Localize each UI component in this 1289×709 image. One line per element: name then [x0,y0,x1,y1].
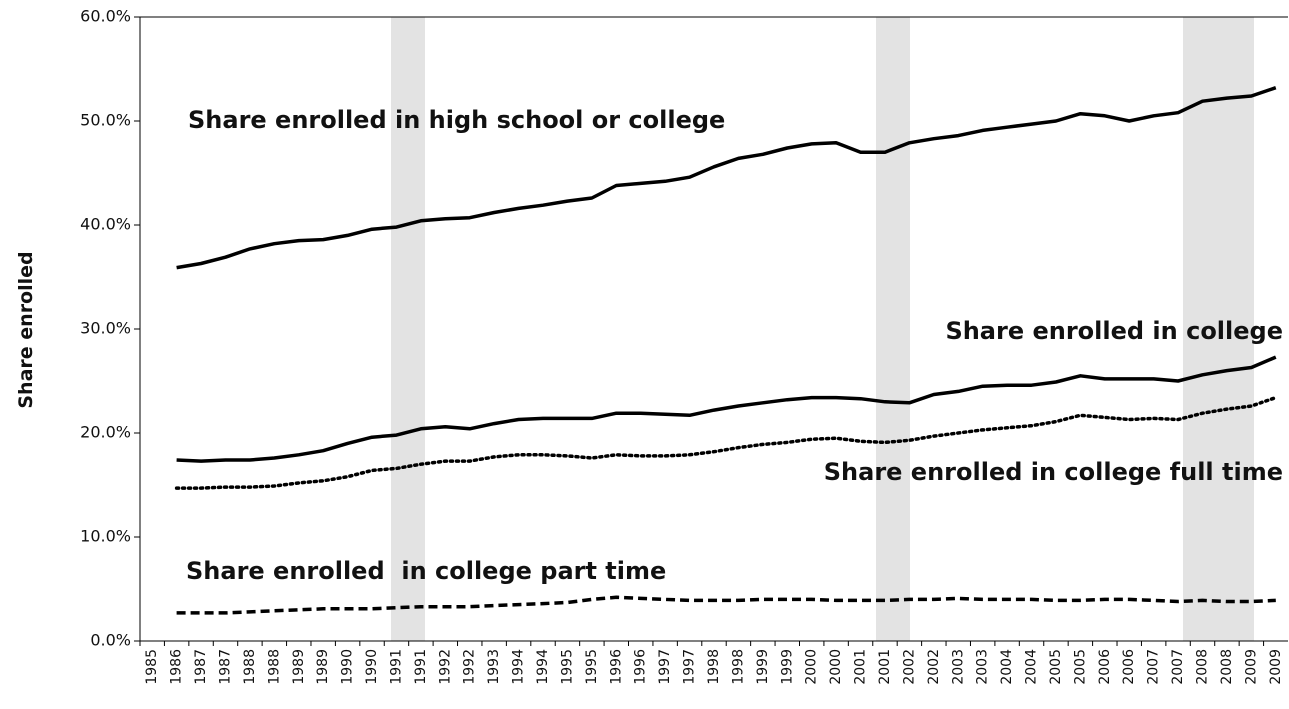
x-tick-label: 2007 [1146,649,1162,685]
series-label: Share enrolled in college full time [824,458,1283,486]
x-tick-label: 2008 [1195,649,1211,685]
x-tick-label: 1992 [437,649,453,685]
x-tick-label: 1989 [291,649,307,685]
y-tick-label: 20.0% [80,423,131,442]
x-tick-label: 1996 [633,649,649,685]
x-tick-label: 2000 [804,649,820,685]
x-tick-label: 1989 [315,649,331,685]
x-tick-label: 2002 [901,649,917,685]
x-tick-label: 2003 [950,649,966,685]
x-tick-label: 1985 [144,649,160,685]
x-tick-label: 2002 [926,649,942,685]
x-tick-label: 2008 [1219,649,1235,685]
series-label: Share enrolled in college [945,317,1283,345]
x-tick-label: 2001 [853,649,869,685]
y-tick-label: 10.0% [80,527,131,546]
x-tick-label: 2006 [1097,649,1113,685]
x-tick-label: 1987 [193,649,209,685]
series-line [176,86,1277,270]
x-tick-label: 1990 [340,649,356,685]
x-tick-label: 1994 [511,649,527,685]
series-line [176,595,1276,615]
series-label: Share enrolled in college part time [186,557,666,585]
x-tick-label: 1997 [657,649,673,685]
x-tick-label: 1994 [535,649,551,685]
x-tick-label: 2005 [1048,649,1064,685]
series-line [174,395,1278,490]
x-tick-label: 1993 [486,649,502,685]
x-tick-label: 1995 [559,649,575,685]
x-tick-label: 1999 [755,649,771,685]
x-tick-label: 2004 [999,649,1015,685]
series-line [176,355,1277,463]
x-tick-label: 2009 [1243,649,1259,685]
x-tick-label: 1998 [706,649,722,685]
x-tick-label: 1992 [462,649,478,685]
recession-shade [1183,17,1254,641]
y-tick-label: 0.0% [90,631,131,650]
x-tick-label: 1995 [584,649,600,685]
y-axis-title: Share enrolled [15,251,37,408]
x-tick-label: 2003 [975,649,991,685]
x-tick-label: 2006 [1121,649,1137,685]
x-tick-label: 2005 [1072,649,1088,685]
series-label: Share enrolled in high school or college [188,106,725,134]
x-tick-label: 1991 [388,649,404,685]
y-tick-label: 30.0% [80,319,131,338]
y-tick-label: 40.0% [80,215,131,234]
recession-shade [391,17,425,641]
x-tick-label: 1999 [779,649,795,685]
x-tick-label: 2007 [1170,649,1186,685]
x-tick-label: 1986 [169,649,185,685]
x-tick-label: 1990 [364,649,380,685]
x-tick-label: 1996 [608,649,624,685]
x-tick-label: 1988 [266,649,282,685]
y-tick-label: 50.0% [80,111,131,130]
x-tick-label: 1997 [682,649,698,685]
x-tick-label: 1998 [730,649,746,685]
x-tick-label: 2004 [1024,649,1040,685]
x-tick-label: 1988 [242,649,258,685]
x-tick-label: 1987 [217,649,233,685]
y-tick-label: 60.0% [80,7,131,26]
x-tick-label: 1991 [413,649,429,685]
recession-shade [876,17,910,641]
x-tick-label: 2001 [877,649,893,685]
x-tick-label: 2009 [1268,649,1284,685]
x-tick-label: 2000 [828,649,844,685]
